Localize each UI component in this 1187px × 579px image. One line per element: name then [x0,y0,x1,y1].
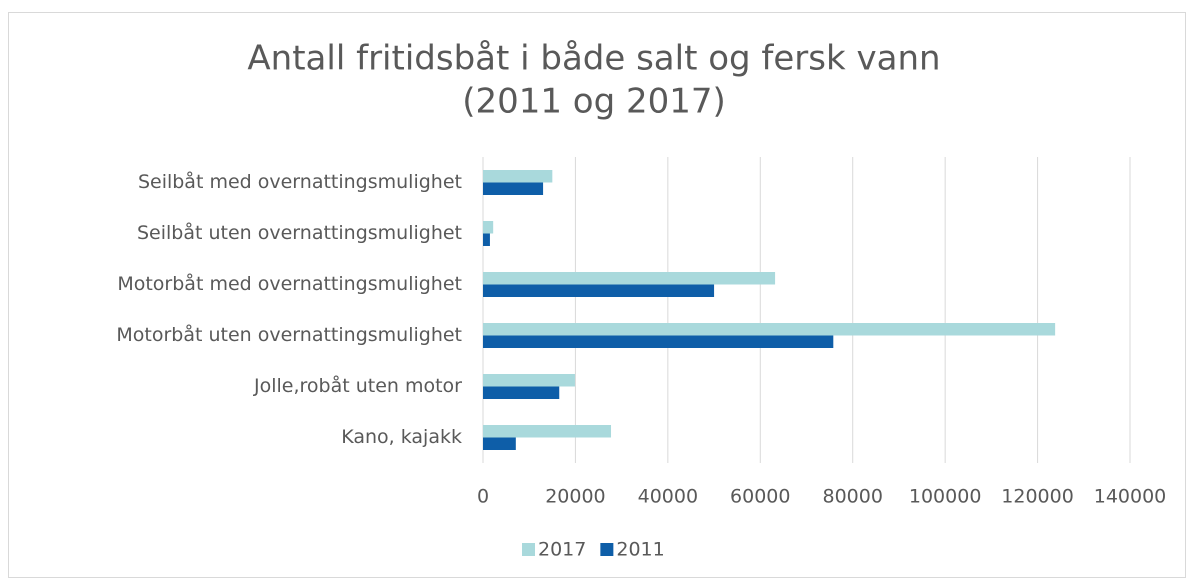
x-tick-label: 60000 [730,486,790,508]
x-tick-label: 40000 [638,486,698,508]
bar [483,425,612,438]
bar [483,284,715,297]
legend-swatch [522,543,535,556]
bar [483,182,544,195]
bar [483,233,490,246]
y-tick-label: Seilbåt uten overnattingsmulighet [137,221,462,244]
y-tick-label: Motorbåt uten overnattingsmulighet [116,323,462,346]
bar [483,272,776,285]
bar [483,386,560,399]
bar [483,170,553,183]
x-tick-label: 80000 [822,486,882,508]
x-tick-label: 0 [477,486,489,508]
x-tick-label: 120000 [1001,486,1074,508]
y-tick-label: Kano, kajakk [341,426,462,448]
y-tick-label: Seilbåt med overnattingsmulighet [138,170,462,193]
x-tick-label: 140000 [1094,486,1167,508]
legend-swatch [600,543,614,556]
legend-label: 2017 [538,539,586,561]
chart-title: (2011 og 2017) [462,82,726,122]
bar [483,323,1056,336]
y-tick-label: Jolle,robåt uten motor [253,374,462,397]
chart-title: Antall fritidsbåt i både salt og fersk v… [247,39,940,79]
x-tick-label: 100000 [909,486,982,508]
x-tick-label: 20000 [545,486,605,508]
bar [483,335,834,348]
bar [483,221,494,234]
bar [483,437,516,450]
bar [483,374,575,387]
y-tick-label: Motorbåt med overnattingsmulighet [117,272,462,295]
legend-label: 2011 [616,539,664,561]
